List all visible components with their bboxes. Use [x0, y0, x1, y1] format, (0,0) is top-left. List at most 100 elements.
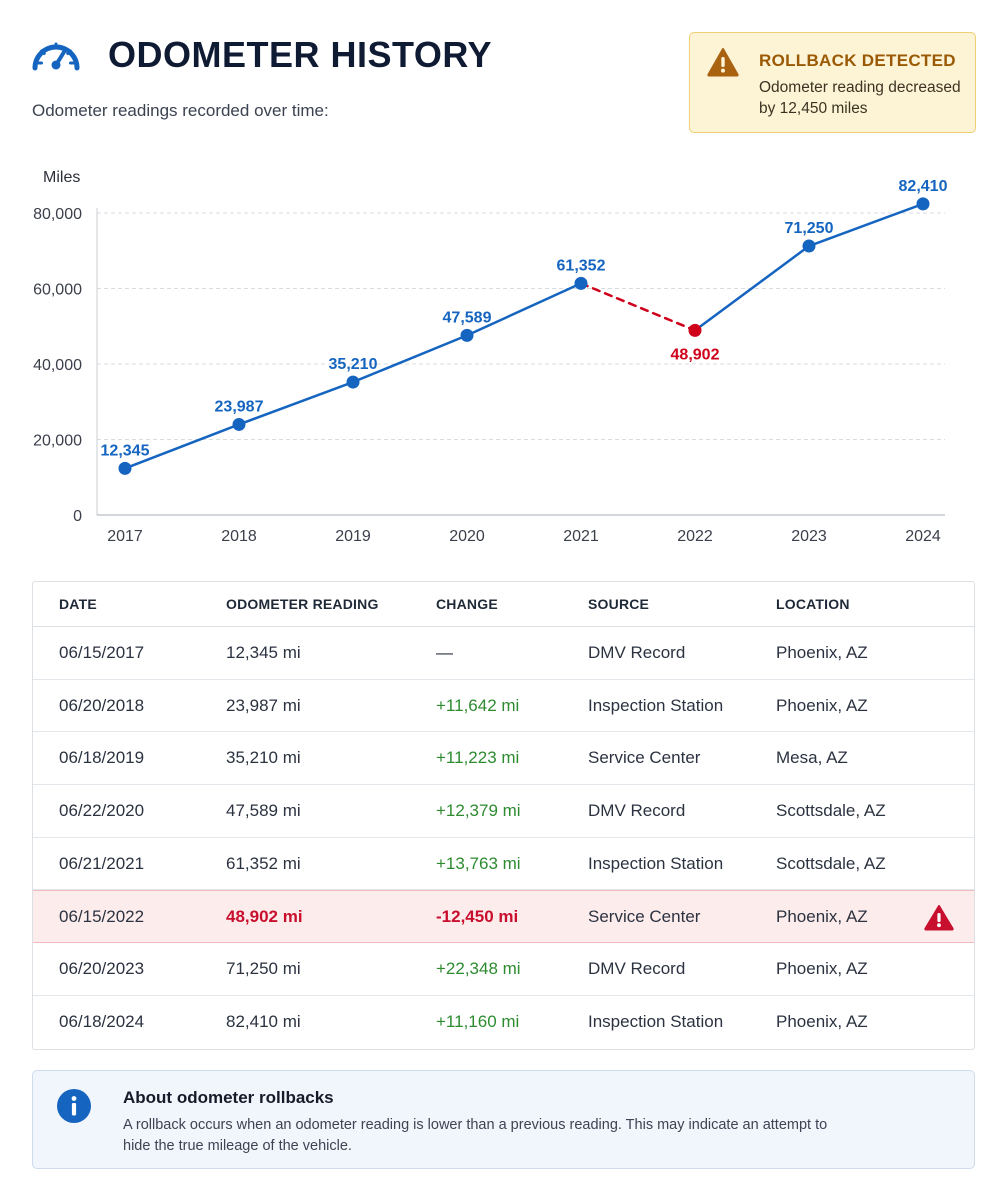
rollback-segment: [579, 282, 697, 332]
info-circle-icon: [57, 1089, 91, 1123]
odometer-line-chart: 0 20,000 40,000 60,000 80,000 Miles 2017 2018 20…: [33, 169, 948, 545]
cell-date: 06/18/2019: [59, 748, 145, 768]
cell-reading: 71,250 mi: [226, 959, 301, 979]
warning-triangle-icon: [707, 48, 739, 77]
data-label: 23,987: [215, 398, 264, 415]
alert-text: Odometer reading decreased by 12,450 mil…: [759, 79, 961, 117]
table-row: 06/21/2021 61,352 mi +13,763 mi Inspecti…: [33, 838, 974, 891]
data-label: 48,902: [671, 346, 720, 363]
column-header-change: CHANGE: [436, 596, 498, 612]
cell-location: Phoenix, AZ: [776, 643, 868, 662]
series-line-segment: [351, 334, 469, 384]
data-label: 61,352: [557, 257, 606, 274]
cell-date: 06/15/2022: [59, 907, 145, 927]
cell-reading: 12,345 mi: [226, 643, 301, 662]
data-point: [574, 276, 588, 290]
cell-source: DMV Record: [588, 801, 686, 821]
x-tick-label: 2022: [677, 528, 713, 545]
warning-triangle-icon: [924, 905, 954, 931]
table-header: DATE ODOMETER READING CHANGE SOURCE LOCA…: [33, 582, 974, 627]
cell-source: DMV Record: [588, 643, 686, 662]
series-line-segment: [693, 244, 811, 332]
data-point: [232, 417, 246, 431]
rollback-alert: ROLLBACK DETECTED Odometer reading decre…: [689, 32, 976, 133]
speedometer-icon: [32, 42, 80, 71]
cell-date: 06/20/2018: [59, 695, 145, 715]
cell-source: Inspection Station: [588, 1011, 724, 1031]
data-point: [118, 461, 132, 475]
cell-reading: 48,902 mi: [226, 907, 303, 927]
cell-source: Service Center: [588, 907, 701, 927]
x-tick-label: 2018: [221, 528, 257, 545]
cell-reading: 35,210 mi: [226, 748, 301, 768]
page-subtitle: Odometer readings recorded over time:: [32, 101, 329, 120]
data-point: [460, 328, 474, 342]
cell-source: Inspection Station: [588, 853, 724, 873]
cell-location: Mesa, AZ: [776, 748, 848, 768]
y-tick-label: 80,000: [33, 206, 82, 223]
series-line-segment: [237, 380, 355, 426]
info-text: A rollback occurs when an odometer readi…: [123, 1117, 828, 1154]
x-tick-label: 2020: [449, 528, 485, 545]
data-point: [346, 375, 360, 389]
cell-change: +22,348 mi: [436, 959, 521, 979]
cell-source: Service Center: [588, 748, 701, 768]
data-point: [802, 239, 816, 253]
table-row-flagged: 06/15/2022 48,902 mi -12,450 mi Service …: [33, 890, 974, 944]
rollback-point: [688, 323, 702, 337]
column-header-source: SOURCE: [588, 596, 650, 612]
cell-location: Scottsdale, AZ: [776, 853, 886, 873]
data-label: 35,210: [329, 356, 378, 373]
cell-date: 06/15/2017: [59, 643, 145, 662]
column-header-odometer: ODOMETER READING: [226, 596, 379, 612]
table-row: 06/20/2018 23,987 mi +11,642 mi Inspecti…: [33, 680, 974, 733]
page-title: ODOMETER HISTORY: [108, 34, 493, 75]
info-panel: About odometer rollbacks A rollback occu…: [32, 1070, 975, 1169]
cell-reading: 47,589 mi: [226, 801, 301, 821]
x-tick-label: 2021: [563, 528, 599, 545]
table-row: 06/18/2024 82,410 mi +11,160 mi Inspecti…: [33, 996, 974, 1049]
y-tick-label: 60,000: [33, 282, 82, 299]
cell-date: 06/21/2021: [59, 853, 145, 873]
y-tick-label: 40,000: [33, 357, 82, 374]
x-tick-label: 2023: [791, 528, 827, 545]
cell-change: -12,450 mi: [436, 907, 519, 927]
cell-location: Scottsdale, AZ: [776, 801, 886, 821]
cell-source: DMV Record: [588, 959, 686, 979]
x-tick-label: 2019: [335, 528, 371, 545]
cell-change: +12,379 mi: [436, 801, 521, 821]
cell-date: 06/18/2024: [59, 1011, 145, 1031]
table-row: 06/18/2019 35,210 mi +11,223 mi Service …: [33, 732, 974, 786]
y-tick-label: 0: [73, 508, 82, 525]
x-tick-label: 2017: [107, 528, 143, 545]
data-label: 82,410: [899, 178, 948, 195]
cell-change: +11,160 mi: [436, 1011, 520, 1031]
data-label: 12,345: [101, 442, 150, 459]
cell-reading: 23,987 mi: [226, 695, 301, 715]
cell-location: Phoenix, AZ: [776, 1011, 868, 1031]
cell-date: 06/22/2020: [59, 801, 145, 821]
x-tick-label: 2024: [905, 528, 941, 545]
y-tick-label: 20,000: [33, 433, 82, 450]
cell-change: +13,763 mi: [436, 853, 521, 873]
cell-location: Phoenix, AZ: [776, 959, 868, 979]
y-axis-label: Miles: [43, 169, 80, 186]
table-row: 06/22/2020 47,589 mi +12,379 mi DMV Reco…: [33, 785, 974, 838]
table-row: 06/20/2023 71,250 mi +22,348 mi DMV Reco…: [33, 943, 974, 996]
data-label: 47,589: [443, 309, 492, 326]
table-row: 06/15/2017 12,345 mi — DMV Record Phoeni…: [33, 627, 974, 680]
series-line-segment: [123, 423, 241, 470]
cell-change: +11,223 mi: [436, 748, 520, 768]
series-line-segment: [465, 282, 583, 337]
cell-source: Inspection Station: [588, 695, 724, 715]
data-label: 71,250: [785, 220, 834, 237]
cell-change: —: [436, 643, 453, 662]
cell-reading: 82,410 mi: [226, 1011, 301, 1031]
alert-title: ROLLBACK DETECTED: [759, 51, 956, 70]
column-header-location: LOCATION: [776, 596, 850, 612]
column-header-date: DATE: [59, 596, 97, 612]
cell-change: +11,642 mi: [436, 695, 520, 715]
cell-reading: 61,352 mi: [226, 853, 301, 873]
series-line-segment: [807, 202, 925, 248]
